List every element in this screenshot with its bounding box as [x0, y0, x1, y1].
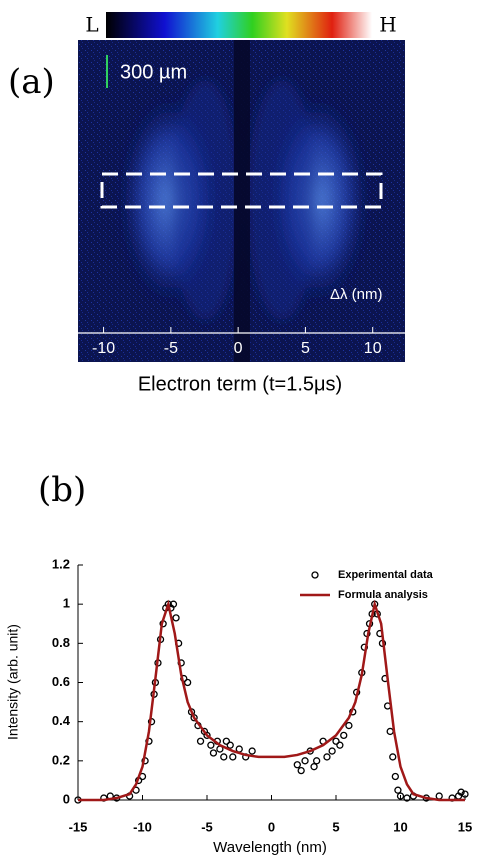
data-point [293, 761, 301, 769]
data-point [435, 792, 443, 800]
image-glow [120, 80, 368, 320]
data-point [220, 753, 228, 761]
x-tick-label: 5 [301, 340, 310, 357]
x-tick-label: -15 [69, 819, 88, 834]
y-tick-label: 1 [63, 596, 70, 611]
data-point [209, 749, 218, 757]
colorbar-low: L [85, 13, 98, 37]
panel-b: (b) Intensity (arb. unit) Wavelength (nm… [5, 470, 465, 856]
panel-label: (a) [8, 62, 55, 102]
data-point [340, 731, 348, 740]
data-point [336, 741, 344, 749]
data-point [386, 727, 394, 736]
data-point [328, 747, 336, 755]
data-point [196, 737, 205, 745]
data-point [183, 678, 192, 687]
data-point [394, 786, 402, 794]
data-point [389, 753, 397, 761]
legend-label: Formula analysis [338, 589, 428, 601]
data-point [312, 757, 321, 765]
data-point [297, 766, 305, 775]
axis-label: Δλ (nm) [330, 286, 383, 303]
y-tick-label: 0.2 [52, 752, 70, 767]
x-tick-label: 0 [268, 819, 275, 834]
data-point [169, 600, 178, 608]
data-point [461, 790, 469, 798]
data-point [403, 794, 411, 802]
data-point [222, 737, 231, 745]
panel-label: (b) [38, 470, 86, 510]
selection-box [100, 172, 383, 209]
data-point [345, 721, 353, 730]
data-point [310, 763, 318, 771]
x-tick-label: 10 [393, 819, 407, 834]
y-tick-label: 0.4 [52, 713, 71, 728]
x-tick-label: -5 [201, 819, 213, 834]
center-shadow [234, 40, 250, 362]
data-point [248, 747, 256, 755]
x-axis-title: Electron term (t=1.5μs) [138, 373, 342, 395]
data-point [391, 772, 399, 781]
data-point [229, 753, 237, 761]
legend-swatch [311, 571, 319, 579]
x-tick-label: 0 [234, 340, 243, 357]
x-tick-label: 15 [458, 819, 472, 834]
data-point [396, 792, 405, 800]
y-axis-title: Intensity (arb. unit) [5, 624, 21, 740]
data-point [301, 757, 309, 765]
panel-a: L H (a) 300 µm Δλ (nm) Electron term (t=… [8, 12, 405, 395]
y-tick-label: 0 [63, 791, 70, 806]
y-tick-label: 0.6 [52, 674, 70, 689]
x-axis-title: Wavelength (nm) [213, 839, 327, 856]
x-tick-label: -10 [92, 340, 115, 357]
x-tick-label: -10 [133, 819, 152, 834]
colorbar [106, 12, 372, 38]
y-tick-label: 1.2 [52, 556, 70, 571]
x-tick-label: 5 [332, 819, 339, 834]
data-point [207, 741, 215, 749]
colorbar-high: H [379, 13, 396, 37]
scale-label: 300 µm [120, 61, 187, 83]
data-point [203, 731, 211, 740]
x-tick-label: -5 [164, 340, 178, 357]
data-point [226, 741, 234, 749]
data-point [323, 753, 331, 761]
data-point [457, 788, 465, 796]
data-point [172, 614, 180, 622]
fit-line [78, 599, 465, 802]
y-tick-label: 0.8 [52, 635, 70, 650]
legend-label: Experimental data [338, 569, 434, 581]
x-tick-label: 10 [364, 340, 382, 357]
data-point [332, 737, 340, 745]
